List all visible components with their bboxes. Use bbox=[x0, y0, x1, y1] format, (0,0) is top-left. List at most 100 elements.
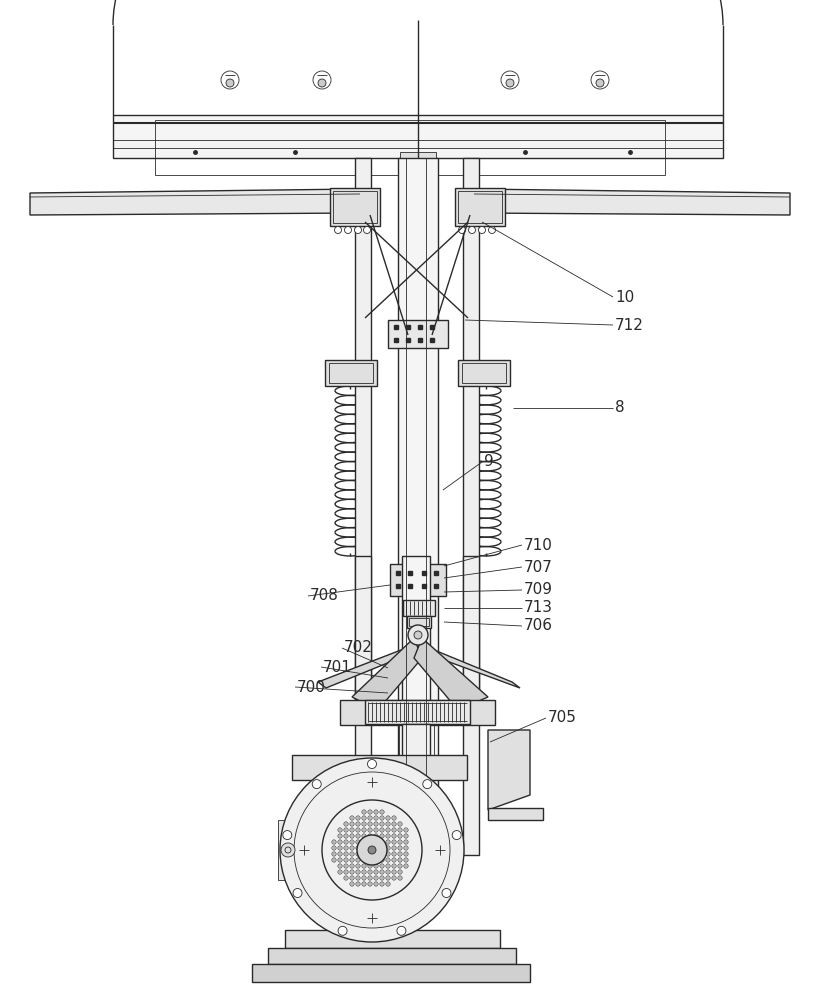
Circle shape bbox=[362, 840, 367, 844]
Circle shape bbox=[367, 834, 372, 838]
Circle shape bbox=[350, 846, 354, 850]
Bar bbox=[113, 115, 723, 158]
Circle shape bbox=[367, 882, 372, 886]
Circle shape bbox=[362, 864, 367, 868]
Bar bbox=[268, 948, 516, 964]
Circle shape bbox=[356, 870, 360, 874]
Bar bbox=[365, 700, 470, 724]
Circle shape bbox=[338, 852, 342, 856]
Circle shape bbox=[331, 840, 337, 844]
Circle shape bbox=[350, 834, 354, 838]
Circle shape bbox=[362, 858, 367, 862]
Circle shape bbox=[362, 846, 367, 850]
Bar bbox=[355, 158, 371, 855]
Bar bbox=[330, 188, 380, 226]
Circle shape bbox=[338, 828, 342, 832]
Circle shape bbox=[374, 840, 378, 844]
Circle shape bbox=[350, 870, 354, 874]
Bar bbox=[458, 191, 502, 223]
Circle shape bbox=[478, 227, 485, 233]
Bar bbox=[402, 556, 430, 720]
Bar bbox=[388, 320, 448, 348]
Circle shape bbox=[331, 858, 337, 862]
Circle shape bbox=[363, 227, 371, 233]
Circle shape bbox=[367, 846, 372, 850]
Circle shape bbox=[408, 625, 428, 645]
Circle shape bbox=[380, 834, 384, 838]
Circle shape bbox=[392, 864, 396, 868]
Circle shape bbox=[331, 846, 337, 850]
Circle shape bbox=[374, 822, 378, 826]
Circle shape bbox=[362, 816, 367, 820]
Bar bbox=[398, 158, 438, 855]
Circle shape bbox=[397, 846, 402, 850]
Circle shape bbox=[356, 816, 360, 820]
Circle shape bbox=[386, 876, 390, 880]
Circle shape bbox=[397, 876, 402, 880]
Circle shape bbox=[392, 870, 396, 874]
Circle shape bbox=[392, 822, 396, 826]
Bar bbox=[355, 556, 371, 720]
Circle shape bbox=[367, 858, 372, 862]
Polygon shape bbox=[414, 645, 520, 688]
Circle shape bbox=[386, 858, 390, 862]
Circle shape bbox=[280, 758, 464, 942]
Text: 10: 10 bbox=[615, 290, 635, 304]
Circle shape bbox=[468, 227, 475, 233]
Circle shape bbox=[367, 822, 372, 826]
Circle shape bbox=[397, 926, 406, 935]
Bar bbox=[409, 618, 429, 626]
Text: 709: 709 bbox=[524, 582, 553, 597]
Circle shape bbox=[397, 858, 402, 862]
Circle shape bbox=[331, 852, 337, 856]
Circle shape bbox=[392, 834, 396, 838]
Circle shape bbox=[380, 864, 384, 868]
Circle shape bbox=[404, 858, 408, 862]
Polygon shape bbox=[352, 638, 422, 710]
Bar bbox=[402, 724, 430, 770]
Circle shape bbox=[350, 876, 354, 880]
Bar bbox=[278, 820, 298, 880]
Circle shape bbox=[374, 828, 378, 832]
Circle shape bbox=[367, 810, 372, 814]
Circle shape bbox=[392, 858, 396, 862]
Circle shape bbox=[350, 816, 354, 820]
Circle shape bbox=[226, 79, 234, 87]
Circle shape bbox=[397, 822, 402, 826]
Circle shape bbox=[355, 227, 362, 233]
Circle shape bbox=[312, 780, 321, 789]
Circle shape bbox=[380, 870, 384, 874]
Text: 710: 710 bbox=[524, 538, 553, 552]
Circle shape bbox=[362, 810, 367, 814]
Circle shape bbox=[362, 882, 367, 886]
Bar bbox=[488, 808, 543, 820]
Circle shape bbox=[356, 876, 360, 880]
Circle shape bbox=[386, 846, 390, 850]
Circle shape bbox=[442, 888, 451, 898]
Circle shape bbox=[380, 852, 384, 856]
Circle shape bbox=[386, 864, 390, 868]
Circle shape bbox=[374, 858, 378, 862]
Bar bbox=[252, 964, 530, 982]
Polygon shape bbox=[488, 730, 530, 810]
Bar bbox=[333, 191, 377, 223]
Bar bbox=[463, 158, 479, 855]
Circle shape bbox=[380, 858, 384, 862]
Circle shape bbox=[374, 870, 378, 874]
Circle shape bbox=[392, 852, 396, 856]
Polygon shape bbox=[318, 645, 422, 688]
Circle shape bbox=[356, 846, 360, 850]
Circle shape bbox=[335, 227, 342, 233]
Circle shape bbox=[506, 79, 514, 87]
Circle shape bbox=[362, 834, 367, 838]
Circle shape bbox=[367, 840, 372, 844]
Text: 8: 8 bbox=[615, 400, 625, 416]
Circle shape bbox=[338, 926, 347, 935]
Circle shape bbox=[344, 864, 348, 868]
Bar bbox=[399, 724, 434, 770]
Circle shape bbox=[380, 816, 384, 820]
Circle shape bbox=[404, 852, 408, 856]
Circle shape bbox=[374, 846, 378, 850]
Circle shape bbox=[397, 834, 402, 838]
Circle shape bbox=[386, 834, 390, 838]
